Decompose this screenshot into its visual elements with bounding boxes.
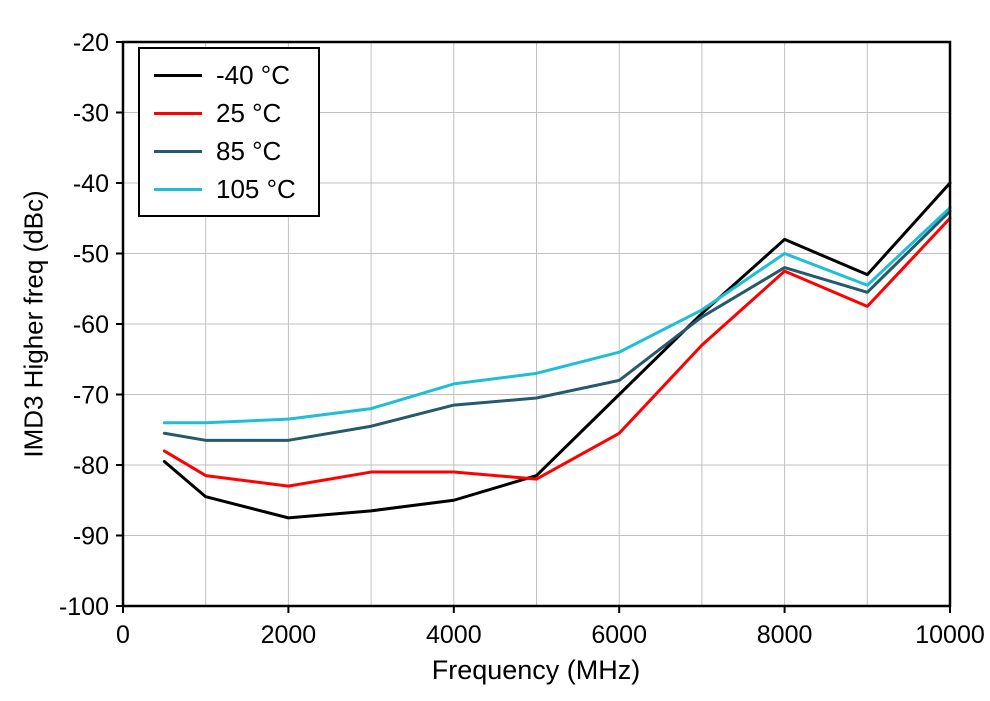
y-tick-label: -20	[73, 29, 109, 57]
y-tick-label: -70	[73, 382, 109, 410]
legend-swatch	[154, 111, 202, 115]
legend-label: -40 °C	[216, 59, 290, 90]
series-line-2	[162, 209, 952, 442]
x-tick-label: 8000	[757, 621, 813, 649]
legend: -40 °C 25 °C 85 °C 105 °C	[138, 47, 320, 217]
legend-swatch	[154, 73, 202, 77]
plot-border	[121, 40, 952, 608]
y-tick-label: -90	[73, 523, 109, 551]
legend-item: 85 °C	[154, 135, 296, 167]
x-tick-label: 4000	[426, 621, 482, 649]
legend-label: 25 °C	[216, 97, 282, 128]
legend-label: 85 °C	[216, 135, 282, 166]
y-tick-label: -50	[73, 241, 109, 269]
legend-item: -40 °C	[154, 59, 296, 91]
gridlines	[123, 42, 950, 606]
x-tick-label: 0	[116, 621, 130, 649]
y-tick-label: -100	[59, 593, 109, 621]
legend-item: 25 °C	[154, 97, 296, 129]
y-axis-title: IMD3 Higher freq (dBc)	[18, 190, 49, 458]
legend-item: 105 °C	[154, 173, 296, 205]
x-tick-label: 10000	[915, 621, 985, 649]
series-line-0	[162, 181, 952, 520]
legend-swatch	[154, 149, 202, 153]
series-line-3	[162, 206, 952, 425]
x-tick-label: 2000	[261, 621, 317, 649]
x-tick-label: 6000	[591, 621, 647, 649]
y-tick-label: -80	[73, 452, 109, 480]
x-tick-labels: 0 2000 4000 6000 8000 10000	[116, 621, 985, 649]
y-tick-label: -30	[73, 100, 109, 128]
x-axis-title: Frequency (MHz)	[431, 655, 641, 685]
y-tick-label: -60	[73, 311, 109, 339]
y-tick-label: -40	[73, 170, 109, 198]
legend-swatch	[154, 187, 202, 191]
series-line-1	[162, 216, 952, 488]
y-tick-labels: -100 -90 -80 -70 -60 -50 -40 -30 -20	[59, 29, 109, 621]
legend-label: 105 °C	[216, 173, 296, 204]
